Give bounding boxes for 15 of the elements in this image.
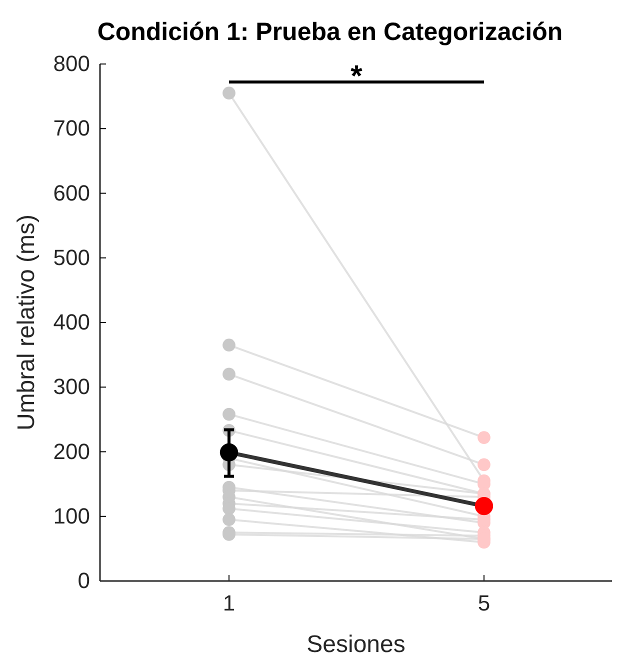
y-axis-title: Umbral relativo (ms)	[13, 214, 40, 431]
y-tick-label: 600	[53, 180, 90, 206]
y-tick-label: 400	[53, 310, 90, 335]
y-tick-label: 0	[78, 568, 90, 594]
y-tick-label: 800	[53, 51, 90, 76]
x-tick-label: 1	[222, 590, 236, 616]
y-tick-label: 700	[53, 116, 90, 141]
x-tick-label: 5	[478, 590, 490, 616]
chart-title: Condición 1: Prueba en Categorización	[97, 18, 563, 46]
y-tick-label: 300	[53, 374, 90, 400]
annotation: *	[350, 60, 363, 93]
y-tick-label: 200	[53, 438, 90, 464]
y-tick-label: 500	[53, 244, 90, 270]
x-axis-title: Sesiones	[306, 631, 406, 658]
y-tick-label: 100	[53, 503, 90, 528]
